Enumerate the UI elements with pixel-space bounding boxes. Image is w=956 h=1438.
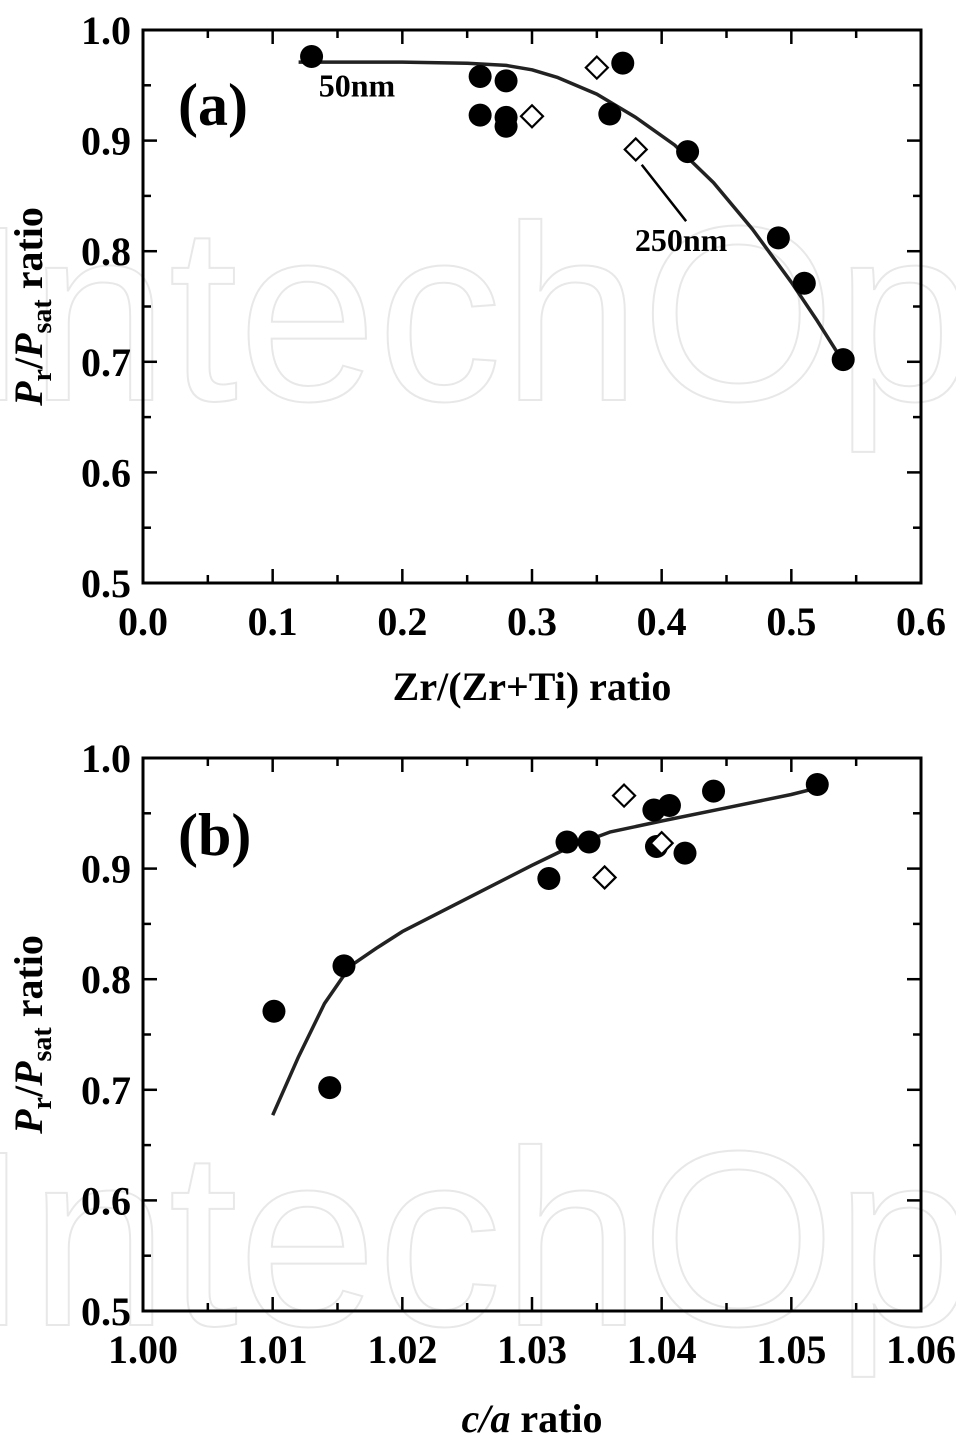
data-point-filled-circle (676, 140, 700, 164)
chart-panel-b: 1.00 1.01 1.02 1.03 1.04 1.05 1.06 0.5 0.6 0.7 0.8… (6, 736, 956, 1438)
x-axis-label: Zr/(Zr+Ti) ratio (393, 664, 672, 709)
data-point-filled-circle (831, 348, 855, 372)
y-tick-label: 0.9 (81, 119, 131, 164)
annotation-label: 50nm (319, 67, 396, 103)
data-point-filled-circle (318, 1076, 342, 1100)
data-point-filled-circle (555, 830, 579, 854)
y-tick-label: 1.0 (81, 736, 131, 781)
chart-panel-a: 0.0 0.1 0.2 0.3 0.4 0.5 0.6 0.5 0.6 0.7 0.8 0.9 1.0 5… (6, 8, 946, 709)
data-point-filled-circle (598, 102, 622, 126)
data-point-filled-circle (611, 51, 635, 75)
data-point-filled-circle (792, 271, 816, 295)
data-point-filled-circle (702, 779, 726, 803)
data-point-filled-circle (657, 794, 681, 818)
panel-label: (b) (178, 802, 251, 868)
x-axis-label: c/a ratio (461, 1396, 602, 1438)
data-point-open-diamond (649, 830, 675, 856)
data-point-open-diamond (584, 55, 610, 81)
annotation-pointer (640, 163, 688, 222)
y-tick-label: 0.5 (81, 1289, 131, 1334)
data-point-filled-circle (766, 226, 790, 250)
data-point-filled-circle (494, 69, 518, 93)
x-tick-label: 1.01 (238, 1327, 308, 1372)
data-point-filled-circle (262, 999, 286, 1023)
y-tick-label: 0.7 (81, 340, 131, 385)
x-tick-label: 0.1 (248, 599, 298, 644)
x-tick-label: 1.05 (756, 1327, 826, 1372)
x-tick-label: 0.0 (118, 599, 168, 644)
y-tick-label: 0.8 (81, 229, 131, 274)
x-tick-label: 1.04 (627, 1327, 697, 1372)
x-tick-label: 0.3 (507, 599, 557, 644)
data-point-filled-circle (332, 954, 356, 978)
x-tick-label: 1.06 (886, 1327, 956, 1372)
y-tick-label: 0.8 (81, 957, 131, 1002)
x-tick-label: 0.2 (377, 599, 427, 644)
data-point-filled-circle (468, 103, 492, 127)
y-tick-label: 0.7 (81, 1068, 131, 1113)
x-tick-label: 1.02 (367, 1327, 437, 1372)
data-point-open-diamond (519, 103, 545, 129)
data-point-filled-circle (577, 830, 601, 854)
y-tick-label: 0.6 (81, 450, 131, 495)
data-point-filled-circle (673, 841, 697, 865)
annotation-label: 250nm (635, 222, 728, 258)
data-point-filled-circle (805, 773, 829, 797)
y-tick-label: 0.5 (81, 561, 131, 606)
x-tick-label: 0.5 (766, 599, 816, 644)
data-point-open-diamond (611, 783, 637, 809)
y-axis-label: Pr/Psat ratio (6, 935, 58, 1135)
y-tick-label: 1.0 (81, 8, 131, 53)
watermark-a: IntechOpen (0, 174, 956, 453)
data-point-open-diamond (592, 864, 618, 891)
data-point-filled-circle (494, 114, 518, 138)
data-point-filled-circle (537, 867, 561, 891)
data-point-filled-circle (468, 64, 492, 88)
x-tick-label: 0.4 (637, 599, 687, 644)
data-point-filled-circle (300, 45, 324, 69)
watermark-layer: IntechOpen IntechOpen (0, 173, 956, 1379)
watermark-b: IntechOpen (0, 1099, 956, 1378)
y-axis-label: Pr/Psat ratio (6, 207, 58, 407)
y-tick-label: 0.9 (81, 847, 131, 892)
data-point-open-diamond (623, 136, 649, 163)
x-tick-label: 1.03 (497, 1327, 567, 1372)
x-tick-label: 0.6 (896, 599, 946, 644)
y-tick-label: 0.6 (81, 1178, 131, 1223)
x-tick-label: 1.00 (108, 1327, 178, 1372)
fit-curve (271, 786, 818, 1116)
panel-label: (a) (178, 72, 248, 138)
